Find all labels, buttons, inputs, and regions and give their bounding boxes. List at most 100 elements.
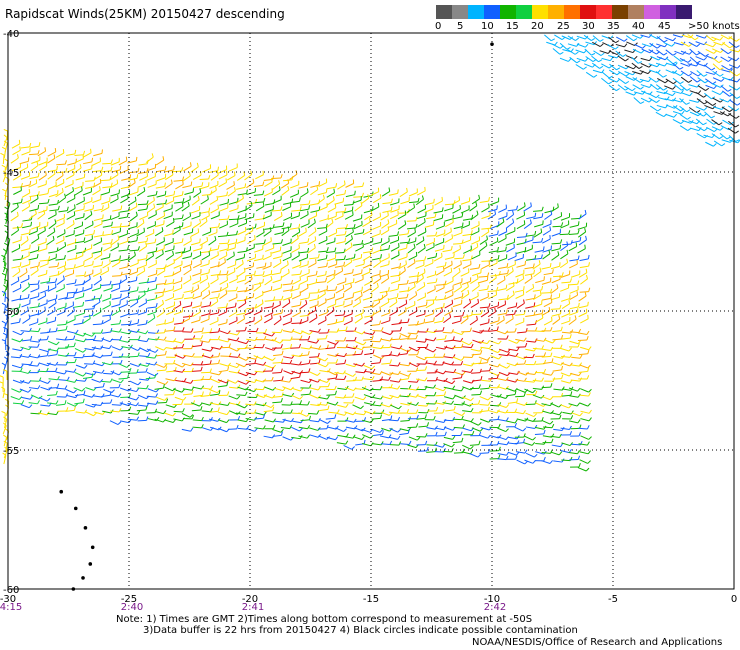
wind-barb-flag [345,343,348,348]
wind-barb [381,371,391,376]
wind-barb [55,239,65,245]
wind-barb [74,154,84,157]
wind-barb [463,249,472,254]
wind-barb-flag [236,395,241,400]
wind-barb-flag [72,187,75,192]
wind-barb-flag [172,279,175,284]
wind-barb-flag [532,389,536,394]
wind-barb [399,372,409,377]
wind-barb [129,232,139,238]
wind-barb [310,184,320,188]
wind-barb-flag [3,326,8,330]
wind-barb-flag [101,320,104,325]
wind-barb-flag [81,387,86,392]
wind-barb-flag [616,67,621,71]
wind-barb [301,330,310,335]
wind-barb [399,378,409,381]
wind-barb-flag [568,347,572,352]
wind-barb-flag [142,218,145,224]
wind-barb [291,394,300,400]
wind-barb [2,154,5,165]
wind-barb-flag [145,298,148,303]
wind-barb [695,106,705,111]
wind-barb-flag [286,260,289,265]
wind-barb [309,257,319,260]
wind-barb [425,362,435,365]
wind-barb [507,451,517,456]
wind-barb [453,263,462,270]
wind-barb [264,312,273,318]
wind-barb-flag [74,279,77,284]
wind-barb-flag [137,167,140,172]
wind-barb-flag [688,79,693,83]
wind-barb [48,265,58,268]
wind-barb [704,104,714,110]
wind-barb [128,177,138,181]
wind-barb [199,221,208,228]
wind-barb-flag [109,215,112,220]
wind-barb-flag [498,423,501,428]
wind-barb [390,274,400,278]
wind-barb [28,230,38,236]
wind-barb-flag [416,347,421,352]
wind-barb-flag [120,379,124,384]
wind-barb-flag [201,353,205,358]
wind-barb [388,354,398,357]
wind-barb [516,459,525,465]
wind-barb [416,272,426,278]
wind-barb [93,234,103,238]
colorbar-swatch [596,5,612,19]
wind-barb-flag [75,329,79,334]
wind-barb-flag [584,57,589,62]
wind-barb-flag [36,161,39,166]
wind-barb [435,233,445,237]
wind-barb-flag [405,307,407,312]
wind-barb-flag [146,384,149,389]
wind-barb [640,84,650,88]
wind-barb-flag [65,320,68,325]
wind-barb [722,90,730,97]
wind-barb [399,428,409,432]
wind-barb-flag [689,50,693,55]
wind-barb-flag [549,226,552,231]
contamination-markers [59,42,494,591]
wind-barb-flag [118,383,121,388]
wind-barb [508,372,518,375]
wind-barb [236,318,245,325]
wind-barb-flag [287,179,290,184]
wind-barb [408,281,418,285]
wind-barb [591,55,599,63]
wind-barb-flag [152,251,154,256]
wind-barb [497,458,507,461]
wind-barb [165,174,174,181]
wind-barb [380,240,390,246]
wind-barb-flag [462,254,465,259]
wind-barb [462,264,472,269]
wind-barb [490,274,500,277]
wind-barb [648,76,657,83]
wind-barb-flag [488,303,491,308]
wind-barb [156,202,166,206]
wind-barb [228,410,238,415]
wind-barb-flag [424,377,428,382]
wind-barb-flag [65,167,68,173]
wind-barb [56,279,65,285]
wind-barb-flag [99,186,101,191]
wind-barb [66,282,76,286]
wind-barb-flag [300,419,304,424]
wind-barb [550,451,560,456]
wind-barb-flag [280,206,283,211]
wind-barb [281,347,291,350]
wind-barb [282,312,292,318]
wind-barb-flag [162,384,165,389]
wind-barb [525,305,535,309]
wind-barb [583,34,592,41]
colorbar-label: 0 [435,21,442,32]
longitude-tick-labels: -30 -25 -20 -15 -10 -5 0 [0,594,737,605]
wind-barb-flag [299,270,302,275]
wind-barb-flag [516,451,520,456]
wind-barb [398,353,408,356]
wind-barb-flag [47,380,51,384]
wind-barb [649,105,658,112]
wind-barb [309,346,319,350]
